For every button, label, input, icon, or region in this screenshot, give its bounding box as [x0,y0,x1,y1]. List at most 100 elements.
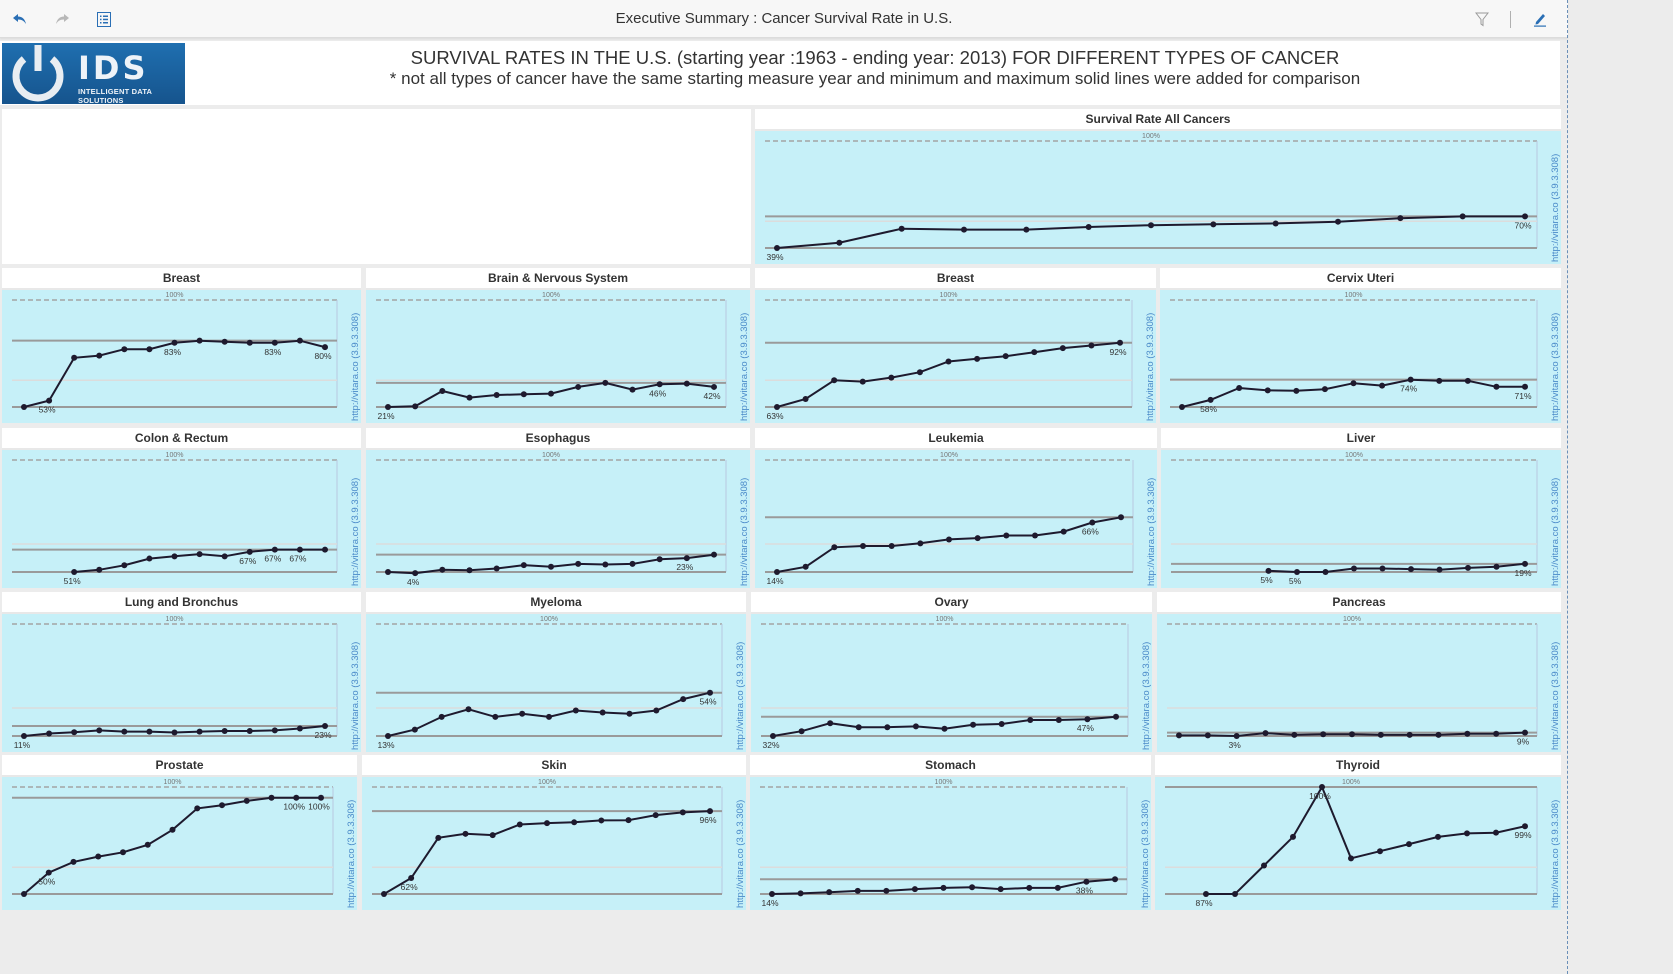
undo-icon[interactable] [10,9,30,29]
chart-panel[interactable]: Breast 100% 63% 92% http://vitara.co (3.9.3.… [755,268,1156,423]
filter-icon[interactable] [1472,9,1492,29]
vitara-watermark[interactable]: http://vitara.co (3.9.3.308) [1550,477,1561,586]
chart-panel[interactable]: Liver 100% 5% 5% 19% http://vitara.co (3.9.3.… [1161,428,1561,588]
data-point [221,728,228,735]
data-point [1406,731,1413,738]
vitara-watermark[interactable]: http://vitara.co (3.9.3.308) [1550,153,1561,262]
ceiling-label: 100% [936,616,954,623]
data-point [1176,732,1182,739]
vitara-watermark[interactable]: http://vitara.co (3.9.3.308) [1550,799,1561,908]
data-point [381,891,387,897]
data-point [1236,384,1243,391]
chart-panel[interactable]: Esophagus 100% 4% 23% http://vitara.co (3.9.… [366,428,750,588]
chart-panel[interactable]: Colon & Rectum 100% 51% 67% 67% 67% http://vit… [2,428,361,588]
data-point [435,834,442,841]
data-point [246,548,253,555]
data-point [1060,528,1067,535]
data-point [1083,878,1090,885]
chart-title: Pancreas [1157,592,1561,614]
data-point [1350,380,1357,387]
data-point [96,727,103,734]
chart-panel[interactable]: Brain & Nervous System 100% 21% 46% 42% http:… [366,268,750,423]
vitara-watermark[interactable]: http://vitara.co (3.9.3.308) [350,312,361,421]
chart-panel[interactable]: Pancreas 100% 3% 9% http://vitara.co (3.9.3.… [1157,592,1561,752]
chart-title: Brain & Nervous System [366,268,750,290]
chart-panel[interactable]: Survival Rate All Cancers 100% 39% 70% http:… [755,109,1561,264]
edit-icon[interactable] [1530,9,1550,29]
line-chart: 100%50%100% 100% [12,779,334,897]
data-point [656,556,663,563]
data-point [1002,353,1009,360]
data-point [1493,829,1499,836]
data-point [71,729,78,736]
toolbar: Executive Summary : Cancer Survival Rate… [0,0,1568,38]
data-point [1408,566,1414,573]
vitara-watermark[interactable]: http://vitara.co (3.9.3.308) [739,477,750,586]
data-point [271,727,278,734]
vitara-watermark[interactable]: http://vitara.co (3.9.3.308) [1140,799,1151,908]
data-point [1379,382,1386,389]
chart-panel[interactable]: Lung and Bronchus 100% 11% 23% http://vitara… [2,592,361,752]
data-point [96,566,103,573]
ceiling-label: 100% [164,779,182,786]
data-point [385,733,391,739]
data-label: 5% [1289,576,1302,586]
ceiling-label: 100% [542,292,560,299]
data-point [961,226,967,233]
chart-title: Liver [1161,428,1561,450]
data-label: 100% [1309,791,1331,801]
data-point [888,374,895,381]
data-point [836,239,843,246]
ceiling-label: 100% [540,616,558,623]
vitara-watermark[interactable]: http://vitara.co (3.9.3.308) [739,312,750,421]
data-point [520,562,527,569]
data-point [774,404,780,410]
line-chart: 100% 14% 38% [760,779,1128,908]
chart-panel[interactable]: Thyroid 100% 87% 100% 99% http://vitara.co (3… [1155,755,1561,910]
series-line [1268,562,1526,573]
vitara-watermark[interactable]: http://vitara.co (3.9.3.308) [1550,312,1561,421]
vitara-watermark[interactable]: http://vitara.co (3.9.3.308) [1145,312,1156,421]
data-point [544,820,550,827]
chart-panel[interactable]: Leukemia 100% 14% 66% http://vitara.co (3.9.… [755,428,1157,588]
chart-panel[interactable]: Prostate 100% 50% 100% 100% http://vitara.co … [2,755,357,910]
vitara-watermark[interactable]: http://vitara.co (3.9.3.308) [1146,477,1157,586]
chart-title: Leukemia [755,428,1157,450]
chart-panel[interactable]: Ovary 100% 32% 47% http://vitara.co (3.9.3.3… [751,592,1152,752]
chart-title: Ovary [751,592,1152,614]
vitara-watermark[interactable]: http://vitara.co (3.9.3.308) [350,477,361,586]
chart-panel[interactable]: Breast 100% 53% 83% 83% 80% http://vitara.co (… [2,268,361,423]
data-point [1055,717,1062,723]
chart-title: Thyroid [1155,755,1561,777]
data-point [548,563,554,570]
vitara-watermark[interactable]: http://vitara.co (3.9.3.308) [346,799,357,908]
data-point [1397,215,1404,222]
data-point [598,817,605,824]
vitara-watermark[interactable]: http://vitara.co (3.9.3.308) [735,799,746,908]
chart-title: Survival Rate All Cancers [755,109,1561,131]
data-point [322,546,328,553]
data-point [144,841,151,848]
vitara-watermark[interactable]: http://vitara.co (3.9.3.308) [1550,641,1561,750]
data-point [831,544,838,551]
data-label: 9% [1517,737,1530,747]
data-point [941,725,948,732]
report-note: * not all types of cancer have the same … [389,69,1361,88]
data-point [802,395,809,402]
chart-panel[interactable]: Cervix Uteri 100% 58% 74% 71% http://vitara.c… [1160,268,1561,423]
redo-icon[interactable] [52,9,72,29]
vitara-watermark[interactable]: http://vitara.co (3.9.3.308) [1141,641,1152,750]
chart-panel[interactable]: Myeloma 100% 13% 54% http://vitara.co (3.9.3… [366,592,746,752]
vitara-watermark[interactable]: http://vitara.co (3.9.3.308) [350,641,361,750]
list-icon[interactable] [94,9,114,29]
data-point [1265,567,1272,574]
chart-panel[interactable]: Stomach 100% 14% 38% http://vitara.co (3.9.3… [750,755,1151,910]
data-point [571,819,578,826]
empty-panel [2,109,751,264]
vitara-watermark[interactable]: http://vitara.co (3.9.3.308) [735,641,746,750]
data-point [1272,220,1279,227]
chart-panel[interactable]: Skin 100% 62% 96% http://vitara.co (3.9.3.30… [362,755,746,910]
data-point [196,337,203,344]
data-point [1112,876,1118,883]
data-point [466,567,473,574]
